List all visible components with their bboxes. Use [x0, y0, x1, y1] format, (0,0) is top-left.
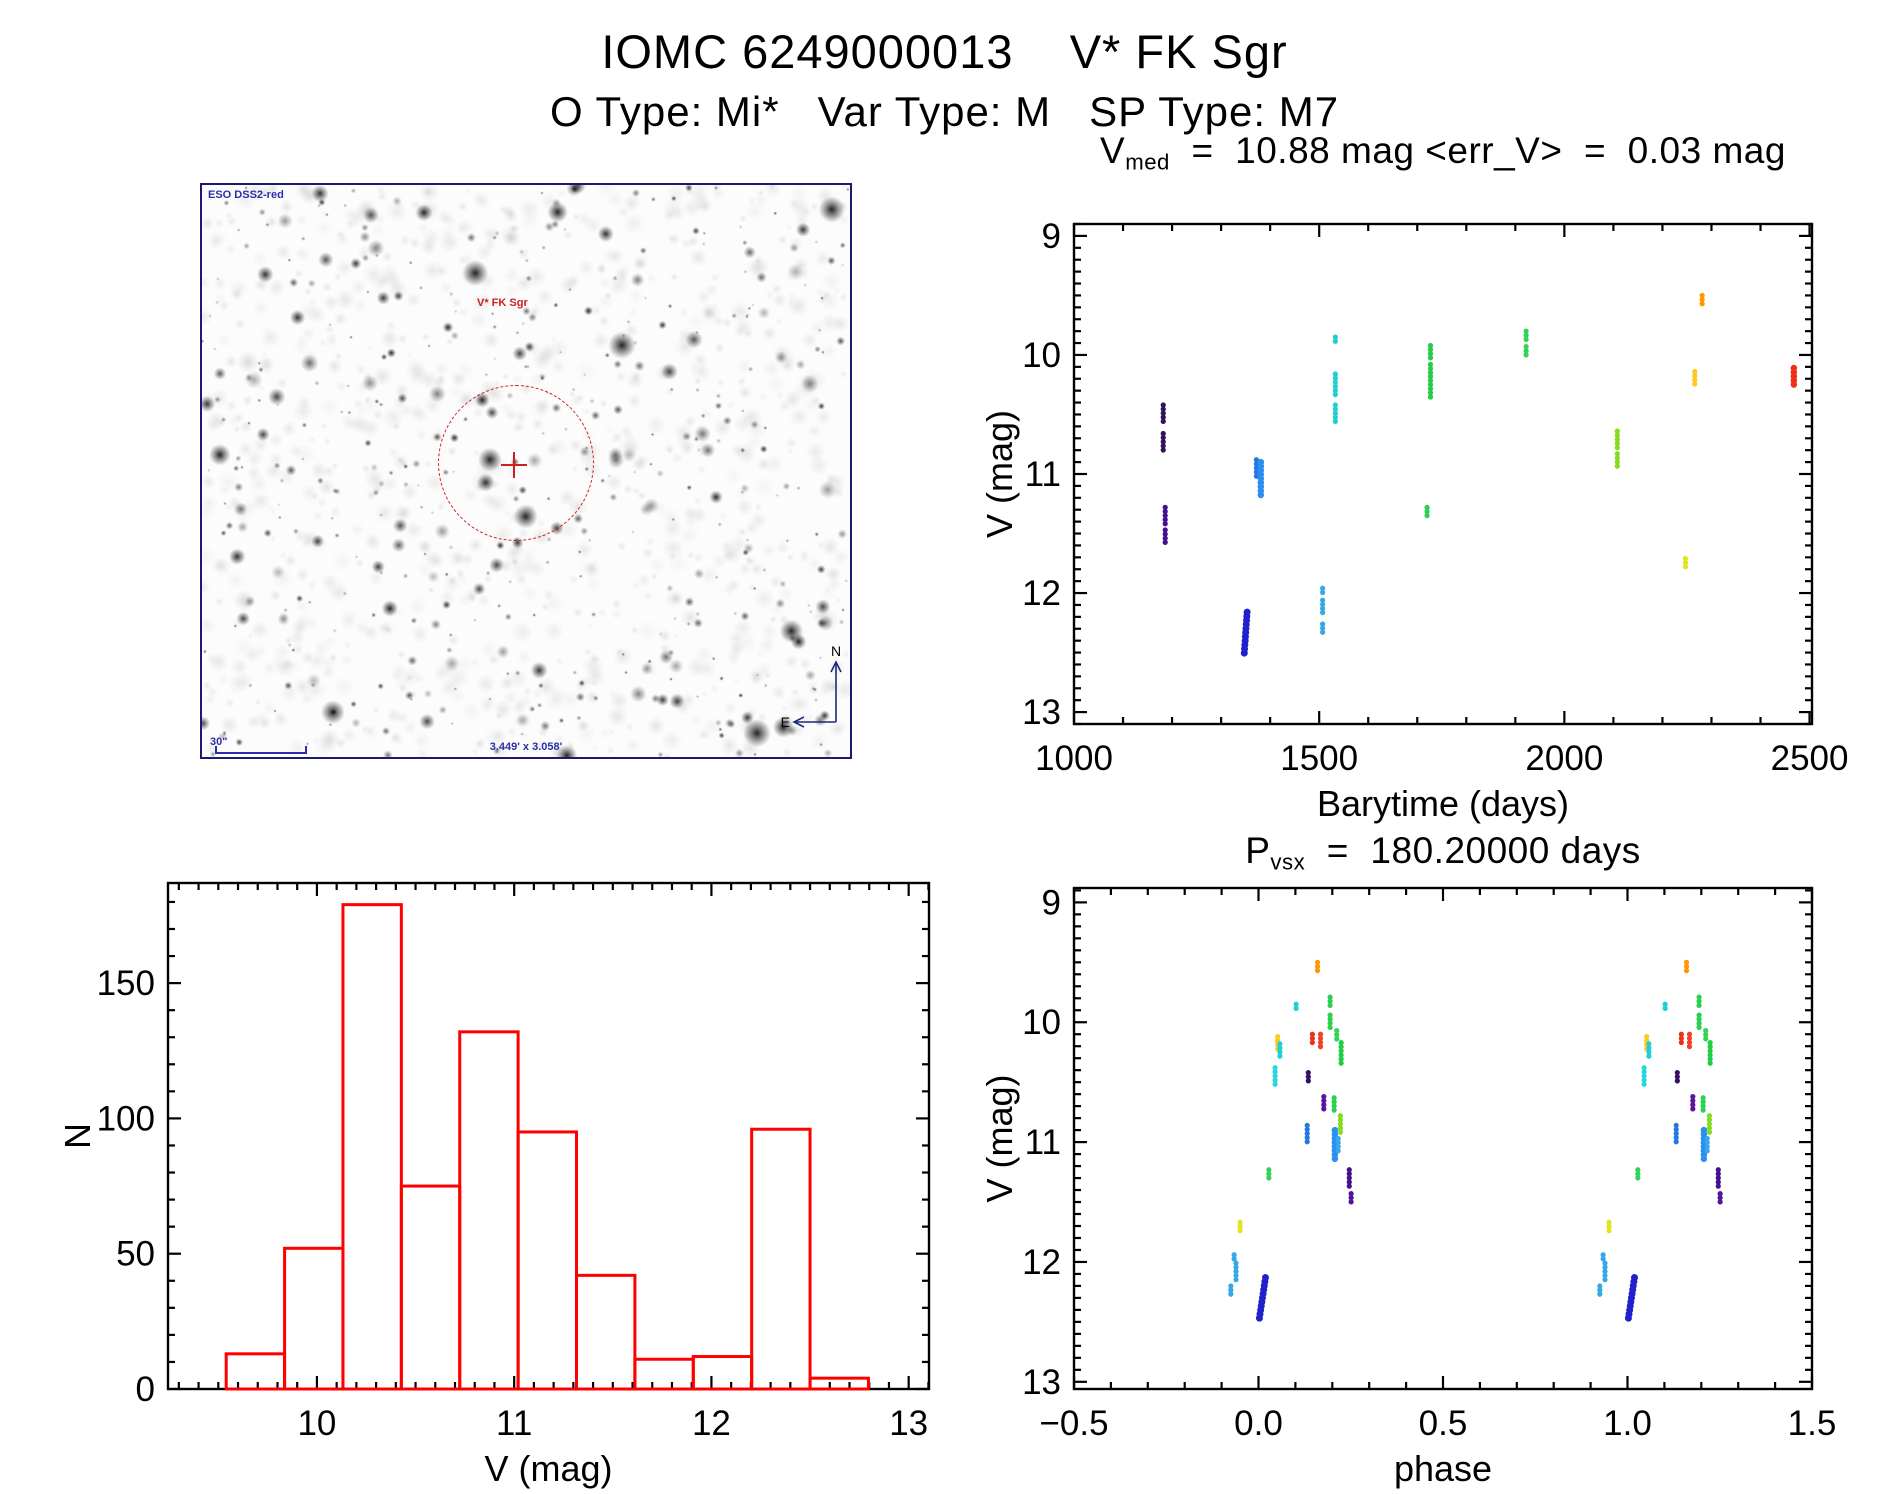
lightcurve-x-tick-label: 1000	[1035, 739, 1113, 778]
lightcurve-y-axis-label: V (mag)	[979, 410, 1020, 538]
histogram-y-tick-label: 50	[116, 1235, 155, 1274]
phase-y-tick-label: 12	[1022, 1243, 1061, 1282]
page-title: IOMC 6249000013 V* FK Sgr	[601, 25, 1288, 78]
lightcurve-x-tick-label: 1500	[1280, 739, 1358, 778]
phase-data-cluster	[1255, 1274, 1270, 1326]
phase-y-tick-label: 10	[1022, 1003, 1061, 1042]
finder-target-cross-icon	[513, 452, 515, 478]
histogram-bar	[516, 1130, 579, 1391]
histogram-y-axis-label: N	[57, 1123, 98, 1149]
histogram-bar	[808, 1376, 870, 1391]
histogram-bar	[750, 1127, 812, 1391]
lightcurve-y-tick-label: 10	[1022, 336, 1061, 375]
lightcurve-y-tick-label: 9	[1042, 217, 1061, 256]
phase-y-tick-label: 11	[1025, 1123, 1061, 1162]
finder-target-label: V* FK Sgr	[477, 297, 528, 309]
lightcurve-data-cluster	[1240, 608, 1251, 659]
compass-east-label: E	[781, 714, 790, 730]
phase-y-tick-label: 13	[1022, 1363, 1061, 1402]
phase-y-tick-label: 9	[1042, 883, 1061, 922]
phase-x-tick-label: 1.0	[1603, 1404, 1652, 1443]
lightcurve-x-tick-label: 2500	[1771, 739, 1849, 778]
histogram-x-tick-label: 10	[297, 1404, 336, 1443]
phase-x-tick-label: 0.5	[1419, 1404, 1468, 1443]
histogram-x-tick-label: 12	[692, 1404, 731, 1443]
phase-x-tick-label: 0.0	[1234, 1404, 1283, 1443]
phase-data-cluster	[1624, 1274, 1639, 1326]
phase-x-tick-label: −0.5	[1039, 1404, 1108, 1443]
histogram-y-tick-label: 150	[97, 964, 155, 1003]
histogram-y-tick-label: 100	[97, 1099, 155, 1138]
lightcurve-y-tick-label: 12	[1022, 574, 1061, 613]
finder-scale-label: 30"	[210, 736, 228, 748]
lightcurve-y-tick-label: 13	[1022, 693, 1061, 732]
phase-x-tick-label: 1.5	[1788, 1404, 1837, 1443]
lightcurve-y-tick-label: 11	[1025, 455, 1061, 494]
compass-icon: N E	[781, 643, 842, 730]
finder-chart: ESO DSS2-red V* FK Sgr 30" 3.449' x 3.05…	[200, 183, 852, 759]
lightcurve-title: Vmed = 10.88 mag <err_V> = 0.03 mag	[1100, 130, 1786, 175]
lightcurve-x-tick-label: 2000	[1525, 739, 1603, 778]
page-subtitle: O Type: Mi* Var Type: M SP Type: M7	[549, 88, 1340, 135]
histogram-x-tick-label: 13	[889, 1404, 928, 1443]
compass-north-label: N	[831, 643, 841, 659]
histogram-y-tick-label: 0	[136, 1370, 155, 1409]
histogram-bar	[341, 903, 403, 1391]
histogram-x-axis-label: V (mag)	[484, 1448, 612, 1489]
phase-plot-title: Pvsx = 180.20000 days	[1245, 830, 1641, 875]
phase-x-axis-label: phase	[1394, 1448, 1492, 1489]
lightcurve-x-axis-label: Barytime (days)	[1317, 783, 1569, 824]
phase-y-axis-label: V (mag)	[979, 1074, 1020, 1202]
finder-survey-label: ESO DSS2-red	[208, 189, 284, 201]
histogram-bar	[575, 1273, 637, 1391]
finder-target-circle-icon	[438, 385, 594, 541]
finder-scale-bar	[215, 746, 307, 754]
histogram-x-tick-label: 11	[496, 1404, 532, 1443]
finder-fov-label: 3.449' x 3.058'	[489, 741, 563, 753]
